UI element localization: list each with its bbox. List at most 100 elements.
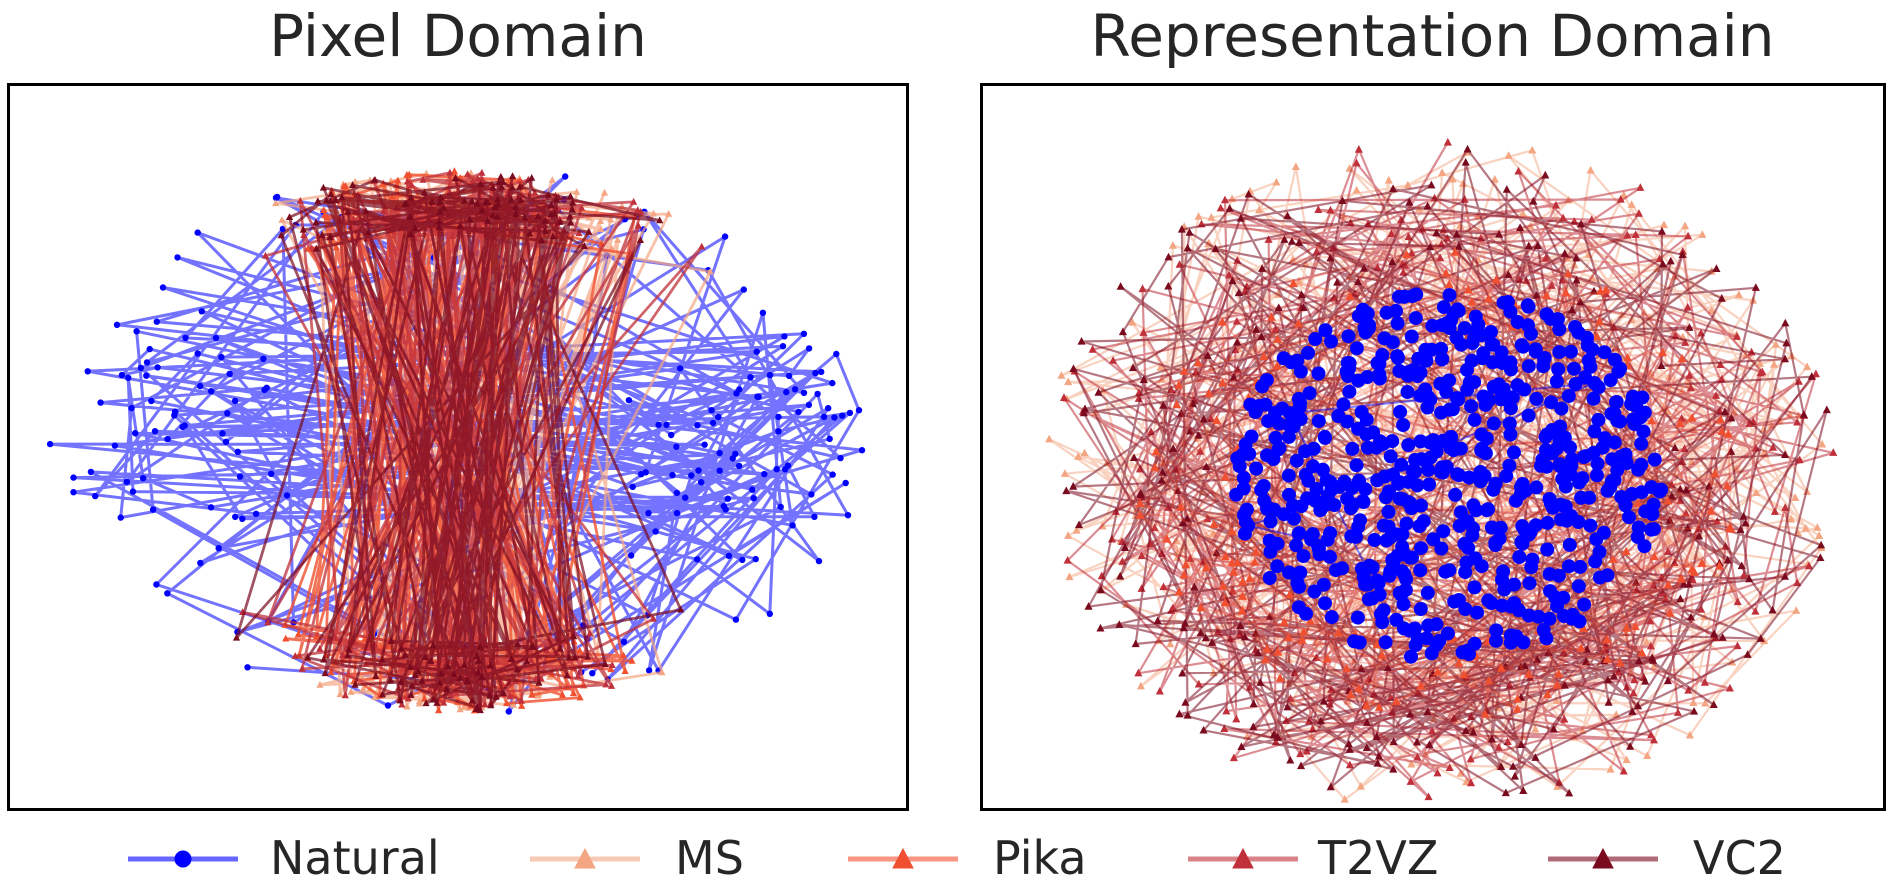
data-point-ms — [1080, 448, 1089, 457]
data-point-natural — [1259, 373, 1274, 387]
data-point-pika — [1467, 296, 1477, 306]
data-point-natural — [1551, 568, 1566, 583]
data-point-natural — [791, 386, 799, 393]
data-point-t2vz — [1063, 555, 1072, 564]
data-point-natural — [709, 419, 717, 427]
data-point-vc2 — [565, 653, 573, 661]
data-point-t2vz — [1220, 724, 1229, 733]
data-point-natural — [1450, 467, 1465, 482]
data-point-pika — [1450, 247, 1460, 256]
data-point-natural — [1469, 503, 1484, 518]
data-point-natural — [46, 440, 54, 448]
data-point-vc2 — [1423, 707, 1432, 716]
data-point-pika — [1595, 316, 1605, 326]
data-point-natural — [132, 430, 139, 437]
data-point-vc2 — [1799, 410, 1808, 418]
data-point-natural — [1461, 540, 1476, 555]
data-point-pika — [1524, 669, 1534, 678]
data-point-vc2 — [1603, 675, 1612, 684]
data-point-natural — [1267, 502, 1282, 517]
data-point-t2vz — [1685, 371, 1694, 379]
data-point-pika — [1649, 551, 1659, 561]
pixel-domain-title: Pixel Domain — [269, 2, 647, 70]
data-point-pika — [1675, 418, 1685, 428]
data-point-natural — [1383, 530, 1398, 545]
data-point-natural — [725, 552, 733, 559]
data-point-natural — [1429, 617, 1444, 632]
data-point-pika — [1416, 681, 1426, 690]
data-point-vc2 — [1589, 286, 1599, 295]
data-point-pika — [1710, 468, 1720, 478]
data-point-t2vz — [1795, 455, 1804, 464]
data-point-t2vz — [602, 680, 610, 688]
data-point-ms — [1207, 213, 1216, 221]
data-point-vc2 — [418, 677, 426, 684]
data-point-vc2 — [319, 183, 327, 191]
data-point-t2vz — [1677, 413, 1686, 422]
data-point-natural — [1600, 568, 1615, 583]
data-point-t2vz — [447, 691, 455, 699]
data-point-natural — [1553, 497, 1568, 512]
data-point-natural — [1398, 582, 1413, 597]
data-point-vc2 — [1663, 676, 1672, 685]
data-point-vc2 — [1736, 525, 1745, 533]
data-point-vc2 — [476, 643, 484, 650]
data-point-natural — [1493, 520, 1508, 535]
data-point-natural — [676, 365, 684, 372]
data-point-vc2 — [476, 180, 485, 188]
data-point-natural — [1292, 526, 1307, 541]
data-point-pika — [576, 646, 584, 654]
data-point-natural — [1236, 470, 1251, 485]
data-point-vc2 — [1712, 264, 1721, 272]
data-point-ms — [1787, 514, 1796, 523]
data-point-natural — [682, 494, 689, 501]
data-point-vc2 — [1287, 237, 1296, 245]
data-point-ms — [1528, 145, 1537, 154]
data-point-vc2 — [513, 665, 521, 673]
data-point-vc2 — [1179, 623, 1188, 632]
data-point-natural — [1478, 397, 1493, 412]
data-point-natural — [688, 472, 695, 479]
data-point-ms — [1698, 230, 1707, 238]
data-point-t2vz — [261, 251, 270, 259]
data-point-t2vz — [1109, 356, 1118, 364]
data-point-natural — [129, 488, 137, 495]
data-point-ms — [1504, 151, 1513, 159]
data-point-pika — [1554, 669, 1564, 678]
data-point-vc2 — [437, 193, 445, 201]
data-point-t2vz — [1413, 752, 1422, 761]
data-point-vc2 — [1406, 709, 1415, 718]
data-point-vc2 — [1670, 443, 1680, 452]
data-point-natural — [196, 382, 204, 390]
data-point-t2vz — [1354, 145, 1363, 153]
data-point-natural — [1503, 362, 1518, 377]
data-point-ms — [1771, 340, 1780, 348]
data-point-natural — [775, 428, 782, 435]
data-point-natural — [1634, 485, 1649, 500]
data-point-natural — [754, 393, 761, 400]
data-point-ms — [1685, 730, 1694, 739]
data-point-pika — [1245, 573, 1255, 583]
data-point-ms — [613, 236, 622, 243]
data-point-natural — [1448, 487, 1463, 502]
data-point-t2vz — [1619, 766, 1628, 775]
data-point-natural — [1421, 390, 1436, 404]
data-point-vc2 — [1280, 235, 1289, 243]
data-point-t2vz — [1649, 735, 1659, 744]
data-point-natural — [1390, 349, 1405, 364]
data-point-natural — [1394, 457, 1409, 472]
data-point-natural — [1407, 621, 1422, 636]
data-point-vc2 — [1183, 514, 1192, 522]
series-vc2 — [232, 172, 685, 714]
data-point-pika — [1623, 352, 1633, 362]
data-point-pika — [1218, 581, 1228, 590]
data-point-t2vz — [341, 691, 349, 699]
data-point-natural — [1488, 535, 1503, 550]
data-point-natural — [1460, 362, 1474, 377]
data-point-vc2 — [1682, 485, 1691, 494]
data-point-t2vz — [1751, 606, 1760, 615]
data-point-pika — [394, 176, 402, 184]
data-point-vc2 — [570, 632, 578, 640]
data-point-t2vz — [1466, 778, 1476, 787]
data-point-vc2 — [371, 176, 379, 183]
